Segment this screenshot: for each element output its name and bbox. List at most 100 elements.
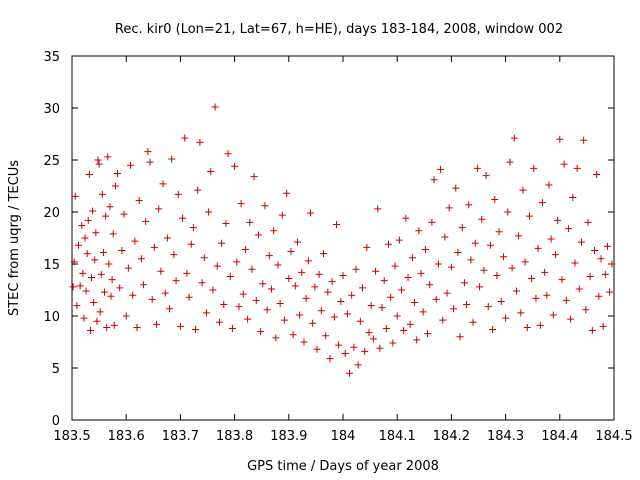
data-point bbox=[525, 212, 533, 220]
data-point bbox=[343, 310, 351, 318]
data-point bbox=[428, 218, 436, 226]
y-axis-title: STEC from uqrg / TECUs bbox=[7, 160, 22, 316]
data-point bbox=[95, 160, 103, 168]
data-point bbox=[252, 296, 260, 304]
data-point bbox=[105, 260, 113, 268]
data-point bbox=[144, 148, 152, 156]
data-point bbox=[274, 261, 282, 269]
y-tick-label: 35 bbox=[43, 50, 60, 65]
data-point bbox=[304, 257, 312, 265]
data-point bbox=[103, 323, 111, 331]
data-point bbox=[441, 233, 449, 241]
data-point bbox=[519, 186, 527, 194]
data-point bbox=[465, 201, 473, 209]
data-point bbox=[593, 171, 601, 179]
x-axis-title: GPS time / Days of year 2008 bbox=[247, 459, 439, 474]
data-point bbox=[226, 272, 234, 280]
data-point bbox=[101, 288, 109, 296]
data-point bbox=[447, 263, 455, 271]
x-tick-label: 184.2 bbox=[433, 429, 470, 444]
data-point bbox=[528, 275, 536, 283]
data-point bbox=[289, 331, 297, 339]
data-point bbox=[473, 164, 481, 172]
data-point bbox=[120, 210, 128, 218]
x-tick-label: 183.5 bbox=[53, 429, 90, 444]
data-point bbox=[582, 306, 590, 314]
data-point bbox=[129, 291, 137, 299]
data-point bbox=[163, 234, 171, 242]
data-point bbox=[157, 267, 165, 275]
data-point bbox=[356, 317, 364, 325]
data-point bbox=[291, 282, 299, 290]
data-point bbox=[106, 203, 114, 211]
data-point bbox=[400, 327, 408, 335]
data-point bbox=[326, 355, 334, 363]
data-point bbox=[174, 190, 182, 198]
data-point bbox=[534, 244, 542, 252]
data-point bbox=[398, 286, 406, 294]
x-tick-label: 184.5 bbox=[595, 429, 632, 444]
data-point bbox=[332, 220, 340, 228]
data-point bbox=[335, 341, 343, 349]
x-tick-label: 183.8 bbox=[216, 429, 253, 444]
data-point bbox=[131, 237, 139, 245]
data-point bbox=[573, 164, 581, 172]
y-tick-label: 25 bbox=[43, 154, 60, 169]
data-point bbox=[235, 303, 243, 311]
data-point bbox=[300, 338, 308, 346]
data-point bbox=[471, 239, 479, 247]
data-point bbox=[439, 316, 447, 324]
data-point bbox=[450, 305, 458, 313]
data-point bbox=[109, 230, 117, 238]
data-point bbox=[532, 294, 540, 302]
data-point bbox=[391, 262, 399, 270]
data-point bbox=[590, 246, 598, 254]
data-point bbox=[127, 161, 135, 169]
data-point bbox=[276, 300, 284, 308]
data-point bbox=[452, 184, 460, 192]
data-point bbox=[81, 234, 89, 242]
data-point bbox=[239, 290, 247, 298]
data-point bbox=[135, 197, 143, 205]
data-point bbox=[432, 295, 440, 303]
data-point bbox=[76, 282, 84, 290]
data-point bbox=[389, 339, 397, 347]
data-point bbox=[86, 327, 94, 335]
data-point bbox=[209, 286, 217, 294]
plot-frame bbox=[71, 55, 615, 421]
data-point bbox=[512, 287, 520, 295]
data-point bbox=[424, 330, 432, 338]
data-point bbox=[567, 315, 575, 323]
data-point bbox=[283, 189, 291, 197]
data-point bbox=[339, 271, 347, 279]
data-point bbox=[161, 289, 169, 297]
data-point bbox=[176, 322, 184, 330]
x-tick-label: 183.9 bbox=[270, 429, 307, 444]
data-point bbox=[246, 218, 254, 226]
data-point bbox=[606, 288, 614, 296]
data-point bbox=[71, 192, 79, 200]
data-point bbox=[280, 316, 288, 324]
data-point bbox=[530, 164, 538, 172]
data-point bbox=[315, 270, 323, 278]
data-point bbox=[460, 279, 468, 287]
data-point bbox=[491, 196, 499, 204]
data-point bbox=[220, 301, 228, 309]
data-point bbox=[554, 216, 562, 224]
data-point bbox=[263, 306, 271, 314]
data-point bbox=[484, 303, 492, 311]
data-point bbox=[317, 307, 325, 315]
data-point bbox=[395, 236, 403, 244]
data-point bbox=[413, 336, 421, 344]
data-point bbox=[248, 265, 256, 273]
data-point bbox=[601, 270, 609, 278]
data-point bbox=[499, 253, 507, 261]
data-point bbox=[506, 158, 514, 166]
data-points bbox=[69, 103, 616, 377]
data-point bbox=[454, 249, 462, 257]
data-point bbox=[328, 278, 336, 286]
data-point bbox=[85, 171, 93, 179]
data-point bbox=[194, 186, 202, 194]
data-point bbox=[508, 264, 516, 272]
